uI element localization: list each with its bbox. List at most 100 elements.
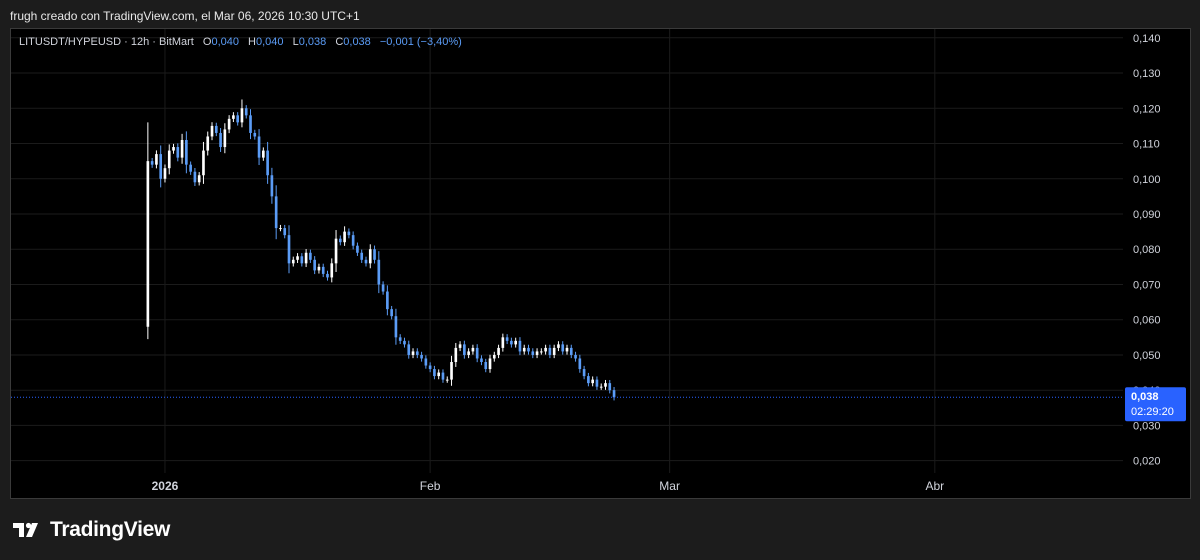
candle-body bbox=[163, 168, 167, 179]
candle-body bbox=[373, 249, 376, 260]
candle-body bbox=[445, 379, 449, 381]
price-tick-label: 0,080 bbox=[1133, 244, 1161, 256]
candle-body bbox=[377, 259, 381, 285]
last-price-tag bbox=[1125, 387, 1186, 422]
candle-body bbox=[398, 337, 402, 341]
time-tick-label: 2026 bbox=[152, 479, 179, 493]
price-tick-label: 0,140 bbox=[1133, 33, 1161, 45]
candle-body bbox=[561, 344, 565, 352]
candle-body bbox=[338, 238, 342, 243]
candle-body bbox=[531, 351, 535, 355]
candle-body bbox=[189, 164, 192, 172]
candle-body bbox=[364, 259, 368, 264]
candle-body bbox=[159, 154, 163, 179]
candle-body bbox=[467, 351, 470, 355]
candle-body bbox=[176, 147, 180, 158]
time-tick-label: Mar bbox=[659, 479, 680, 493]
candle-body bbox=[172, 147, 175, 151]
candle-body bbox=[441, 372, 445, 380]
candle-body bbox=[270, 175, 274, 197]
candle-body bbox=[334, 238, 338, 264]
candle-body bbox=[454, 347, 458, 362]
candle-body bbox=[223, 129, 227, 148]
candle-body bbox=[595, 379, 599, 387]
candle-body bbox=[309, 252, 312, 260]
candle-body bbox=[244, 108, 248, 116]
candle-body bbox=[202, 150, 205, 176]
candle-body bbox=[411, 351, 415, 355]
candle-body bbox=[279, 228, 282, 230]
candle-body bbox=[146, 161, 150, 327]
candle-body bbox=[484, 362, 488, 370]
high-value: 0,040 bbox=[256, 36, 284, 48]
price-tick-label: 0,020 bbox=[1133, 456, 1161, 468]
candle-body bbox=[463, 344, 466, 355]
candle-body bbox=[587, 376, 590, 384]
candle-body bbox=[518, 340, 522, 352]
candle-body bbox=[420, 354, 423, 359]
candle-body bbox=[351, 235, 355, 246]
candle-body bbox=[505, 337, 509, 341]
candle-body bbox=[488, 358, 492, 370]
candle-body bbox=[471, 347, 475, 352]
candle-body bbox=[155, 154, 158, 165]
time-tick-label: Feb bbox=[420, 479, 441, 493]
candle-body bbox=[574, 354, 577, 359]
candle-body bbox=[492, 354, 496, 359]
candle-body bbox=[219, 132, 222, 148]
candle-body bbox=[343, 231, 346, 243]
candle-body bbox=[612, 390, 616, 398]
candlestick-chart[interactable]: 0,020 0,030 0,040 0,050 0,060 0,070 0,080 0,090… bbox=[11, 29, 1190, 498]
open-label: O bbox=[202, 36, 212, 48]
candle-body bbox=[227, 118, 231, 130]
candle-body bbox=[180, 140, 184, 158]
candle-body bbox=[167, 150, 171, 169]
candle-body bbox=[552, 347, 556, 355]
candle-body bbox=[330, 263, 334, 278]
last-price-label: 0,038 bbox=[1131, 391, 1159, 403]
close-label: C bbox=[335, 36, 344, 48]
candle-body bbox=[544, 347, 547, 352]
candle-body bbox=[458, 344, 462, 348]
close-value: 0,038 bbox=[343, 36, 371, 48]
candle-body bbox=[386, 291, 389, 310]
candle-body bbox=[257, 136, 261, 158]
candle-body bbox=[326, 273, 329, 278]
tradingview-logo[interactable]: TradingView bbox=[12, 518, 170, 542]
open-value: 0,040 bbox=[211, 36, 239, 48]
candle-body bbox=[283, 228, 287, 236]
candle-body bbox=[321, 266, 325, 274]
candle-body bbox=[185, 140, 188, 165]
candle-body bbox=[356, 245, 359, 253]
candle-body bbox=[274, 196, 278, 229]
bar-countdown-label: 02:29:20 bbox=[1131, 406, 1174, 418]
candle-body bbox=[317, 266, 321, 271]
chart-panel[interactable]: 0,020 0,030 0,040 0,050 0,060 0,070 0,080 0,090… bbox=[10, 28, 1191, 499]
change-value: −0,001 (−3,40%) bbox=[379, 36, 462, 48]
chart-caption: frugh creado con TradingView.com, el Mar… bbox=[10, 9, 360, 23]
candle-body bbox=[565, 347, 569, 352]
candle-body bbox=[433, 369, 436, 377]
candle-body bbox=[253, 132, 257, 137]
candle-body bbox=[266, 150, 269, 176]
candle-body bbox=[535, 351, 539, 355]
candle-body bbox=[582, 369, 586, 377]
tradingview-logo-icon bbox=[13, 522, 38, 537]
candle-body bbox=[287, 235, 291, 264]
price-tick-label: 0,110 bbox=[1133, 139, 1160, 151]
candle-body bbox=[437, 372, 441, 377]
symbol-label: LITUSDT/HYPEUSD · 12h · BitMart bbox=[19, 36, 194, 48]
candle-body bbox=[591, 379, 594, 384]
candle-body bbox=[497, 347, 500, 355]
candle-body bbox=[360, 252, 364, 260]
candle-body bbox=[501, 337, 505, 348]
price-tick-label: 0,050 bbox=[1133, 350, 1161, 362]
candle-body bbox=[415, 351, 419, 355]
candle-body bbox=[236, 115, 240, 123]
price-tick-label: 0,060 bbox=[1133, 315, 1161, 327]
candle-body bbox=[206, 136, 210, 151]
candle-body bbox=[548, 347, 552, 355]
candle-body bbox=[514, 340, 518, 345]
candle-body bbox=[510, 340, 513, 345]
high-label: H bbox=[248, 36, 256, 48]
